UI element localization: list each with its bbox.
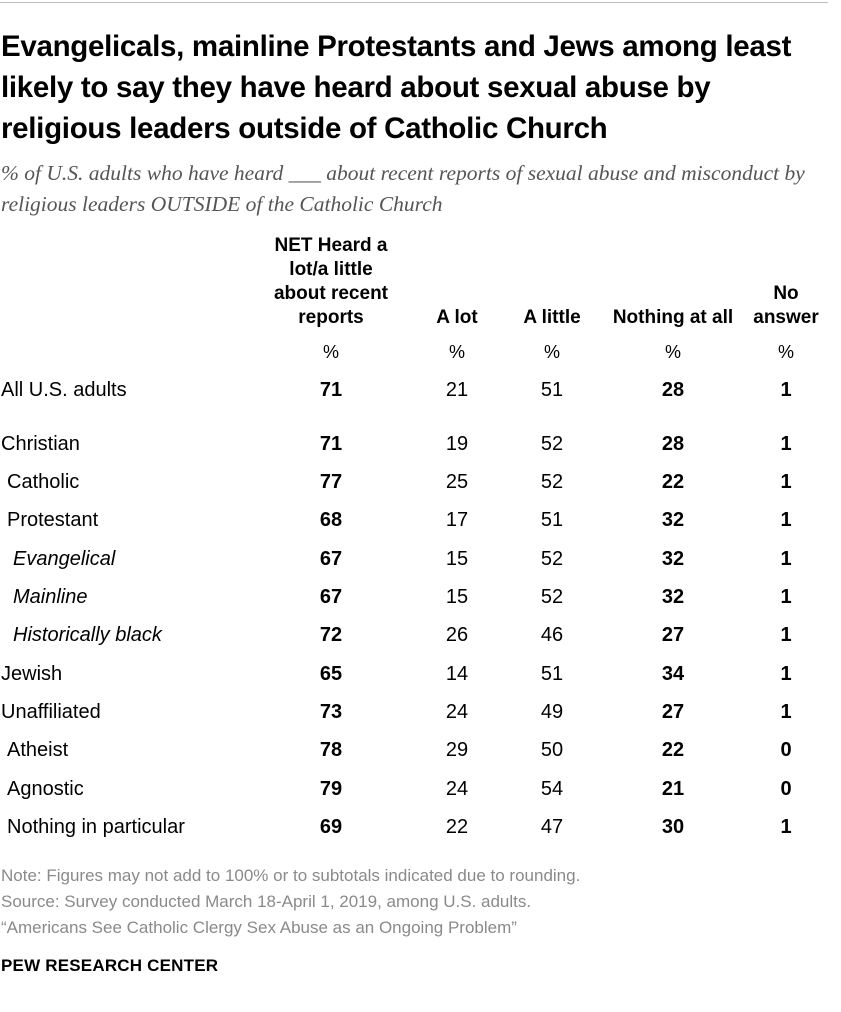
table-cell-nothing: 27	[661, 624, 685, 646]
column-header-line: Nothing at all	[612, 307, 734, 328]
table-cell-nothing: 22	[661, 739, 685, 761]
table-cell-a-lot: 14	[445, 663, 469, 685]
table-cell-nothing: 32	[661, 548, 685, 570]
table-cell-a-little: 54	[540, 778, 564, 800]
table-cell-a-lot: 26	[445, 624, 469, 646]
table-cell-net: 77	[319, 471, 343, 493]
row-label: Evangelical	[13, 548, 116, 570]
row-label: Protestant	[7, 509, 99, 531]
table-cell-a-lot: 24	[445, 701, 469, 723]
column-header-line: lot/a little	[289, 259, 373, 280]
table-cell-a-little: 52	[540, 471, 564, 493]
table-cell-no-answer: 1	[780, 379, 792, 401]
column-header-line: answer	[753, 307, 819, 328]
table-cell-nothing: 21	[661, 778, 685, 800]
column-header-a-lot: A lot	[407, 306, 507, 330]
row-label: All U.S. adults	[1, 379, 127, 401]
table-cell-nothing: 27	[661, 701, 685, 723]
column-unit: %	[664, 342, 681, 362]
table-cell-a-little: 51	[540, 379, 564, 401]
table-cell-a-little: 52	[540, 548, 564, 570]
table-cell-net: 65	[319, 663, 343, 685]
row-label: Christian	[1, 433, 80, 455]
row-label: Agnostic	[7, 778, 84, 800]
source-text: Source: Survey conducted March 18-April …	[1, 892, 532, 911]
table-cell-no-answer: 1	[780, 433, 792, 455]
table-cell-no-answer: 0	[780, 778, 792, 800]
table-cell-a-little: 46	[540, 624, 564, 646]
table-cell-net: 78	[319, 739, 343, 761]
column-header-line: reports	[298, 307, 364, 328]
table-cell-nothing: 32	[661, 586, 685, 608]
table-cell-a-little: 52	[540, 586, 564, 608]
table-cell-a-little: 47	[540, 816, 564, 838]
table-cell-no-answer: 1	[780, 624, 792, 646]
column-unit: %	[777, 342, 794, 362]
column-header-nothing: Nothing at all	[598, 306, 748, 330]
table-cell-a-lot: 22	[445, 816, 469, 838]
chart-title: Evangelicals, mainline Protestants and J…	[1, 30, 792, 145]
column-header-line: No	[773, 283, 799, 304]
table-cell-no-answer: 1	[780, 816, 792, 838]
table-cell-nothing: 34	[661, 663, 685, 685]
table-cell-a-little: 51	[540, 509, 564, 531]
row-label: Unaffiliated	[1, 701, 101, 723]
table-cell-net: 73	[319, 701, 343, 723]
row-label: Atheist	[7, 739, 69, 761]
table-cell-nothing: 32	[661, 509, 685, 531]
top-divider	[0, 2, 828, 3]
column-header-net: NET Heard a lot/a little about recent repor…	[256, 234, 406, 330]
table-cell-a-lot: 17	[445, 509, 469, 531]
column-unit: %	[448, 342, 465, 362]
table-cell-a-lot: 21	[445, 379, 469, 401]
table-cell-no-answer: 1	[780, 509, 792, 531]
column-header-line: NET Heard a	[274, 235, 388, 256]
table-cell-a-lot: 25	[445, 471, 469, 493]
table-cell-net: 71	[319, 433, 343, 455]
table-cell-nothing: 28	[661, 379, 685, 401]
table-cell-net: 67	[319, 586, 343, 608]
row-label: Nothing in particular	[7, 816, 185, 838]
table-cell-nothing: 28	[661, 433, 685, 455]
table-cell-a-little: 52	[540, 433, 564, 455]
table-cell-net: 69	[319, 816, 343, 838]
table-cell-a-lot: 15	[445, 586, 469, 608]
table-cell-a-little: 49	[540, 701, 564, 723]
table-cell-no-answer: 0	[780, 739, 792, 761]
table-cell-net: 72	[319, 624, 343, 646]
column-header-line: A lot	[436, 307, 478, 328]
table-cell-no-answer: 1	[780, 663, 792, 685]
column-unit: %	[543, 342, 560, 362]
chart-subtitle: % of U.S. adults who have heard ___ abou…	[1, 161, 805, 216]
row-label: Historically black	[13, 624, 162, 646]
table-cell-nothing: 30	[661, 816, 685, 838]
column-header-line: A little	[523, 307, 581, 328]
column-header-line: about recent	[273, 283, 389, 304]
table-cell-net: 67	[319, 548, 343, 570]
table-cell-no-answer: 1	[780, 471, 792, 493]
table-cell-no-answer: 1	[780, 701, 792, 723]
row-label: Jewish	[1, 663, 63, 685]
row-label: Mainline	[13, 586, 88, 608]
row-label: Catholic	[7, 471, 80, 493]
table-cell-a-lot: 24	[445, 778, 469, 800]
note-text: Note: Figures may not add to 100% or to …	[1, 866, 581, 885]
table-cell-net: 79	[319, 778, 343, 800]
column-header-no-answer: No answer	[736, 282, 836, 330]
column-header-a-little: A little	[502, 306, 602, 330]
table-cell-no-answer: 1	[780, 548, 792, 570]
table-cell-a-little: 50	[540, 739, 564, 761]
table-cell-net: 68	[319, 509, 343, 531]
table-cell-a-lot: 29	[445, 739, 469, 761]
table-cell-net: 71	[319, 379, 343, 401]
table-cell-a-lot: 19	[445, 433, 469, 455]
table-cell-a-little: 51	[540, 663, 564, 685]
column-unit: %	[322, 342, 339, 362]
report-title-text: “Americans See Catholic Clergy Sex Abuse…	[1, 918, 517, 937]
table-cell-nothing: 22	[661, 471, 685, 493]
brand-logo-text: PEW RESEARCH CENTER	[1, 956, 219, 975]
table-cell-no-answer: 1	[780, 586, 792, 608]
table-cell-a-lot: 15	[445, 548, 469, 570]
